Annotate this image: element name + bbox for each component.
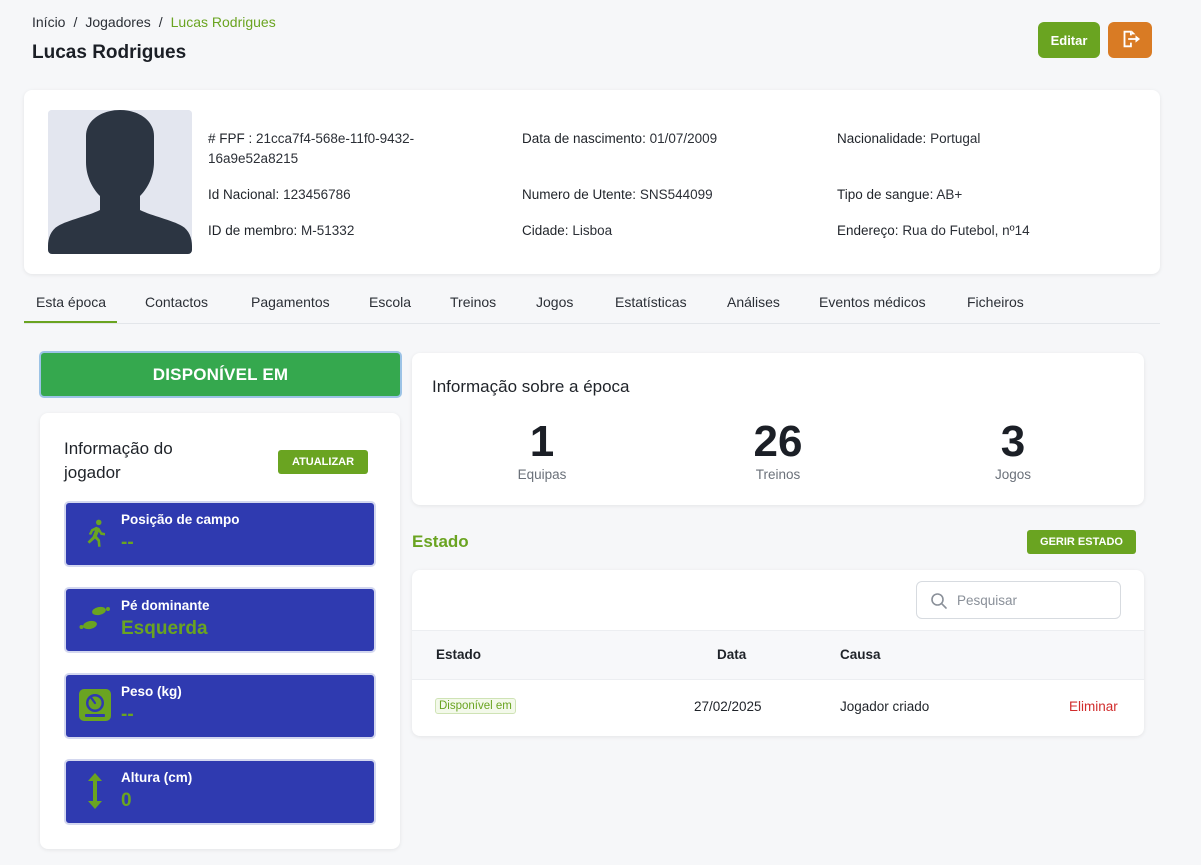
- tab-school[interactable]: Escola: [369, 294, 412, 310]
- blood-type-label: Tipo de sangue:: [837, 187, 934, 202]
- season-info-card: Informação sobre a época 1 Equipas 26 Tr…: [412, 353, 1144, 505]
- tab-payments[interactable]: Pagamentos: [251, 294, 330, 310]
- dominant-foot-label: Pé dominante: [121, 598, 210, 613]
- availability-banner: DISPONÍVEL EM: [39, 351, 402, 398]
- running-icon: [78, 515, 112, 551]
- nationality-info: Nacionalidade: Portugal: [837, 129, 980, 149]
- birth-date-label: Data de nascimento:: [522, 131, 646, 146]
- field-position-tile: Posição de campo --: [64, 501, 376, 567]
- national-id-info: Id Nacional: 123456786: [208, 185, 351, 205]
- teams-caption: Equipas: [517, 467, 567, 482]
- tab-contacts[interactable]: Contactos: [145, 294, 209, 310]
- utente-label: Numero de Utente:: [522, 187, 637, 202]
- utente-value: SNS544099: [639, 187, 713, 202]
- exit-icon: [1119, 28, 1141, 53]
- member-id-info: ID de membro: M-51332: [208, 221, 354, 241]
- city-label: Cidade:: [522, 223, 569, 238]
- height-value: 0: [121, 790, 132, 811]
- height-label: Altura (cm): [121, 770, 193, 785]
- teams-count: 1: [529, 417, 555, 466]
- search-icon: [930, 592, 948, 615]
- row-cause: Jogador criado: [840, 699, 930, 714]
- breadcrumb-current: Lucas Rodrigues: [170, 14, 276, 30]
- games-metric: 3 Jogos: [943, 415, 1083, 482]
- tab-statistics[interactable]: Estatísticas: [615, 294, 687, 310]
- nationality-label: Nacionalidade:: [837, 131, 927, 146]
- column-header-date: Data: [717, 647, 747, 662]
- member-id-label: ID de membro:: [208, 223, 298, 238]
- height-tile: Altura (cm) 0: [64, 759, 376, 825]
- status-badge: Disponível em: [435, 698, 516, 714]
- fpf-label: # FPF :: [208, 131, 253, 146]
- breadcrumb-players[interactable]: Jogadores: [85, 14, 151, 30]
- tab-games[interactable]: Jogos: [536, 294, 574, 310]
- tab-bar: Esta época Contactos Pagamentos Escola T…: [24, 284, 1160, 324]
- scale-icon: [78, 687, 112, 723]
- search-box: [916, 581, 1121, 619]
- footprints-icon: [78, 601, 112, 637]
- profile-card: # FPF : 21cca7f4-568e-11f0-9432-16a9e52a…: [24, 90, 1160, 274]
- member-id-value: M-51332: [301, 223, 355, 238]
- season-info-title: Informação sobre a época: [432, 377, 630, 396]
- exit-button[interactable]: [1108, 22, 1152, 58]
- fpf-value: 21cca7f4-568e-11f0-9432-16a9e52a8215: [208, 131, 415, 166]
- page-title: Lucas Rodrigues: [32, 42, 187, 63]
- utente-info: Numero de Utente: SNS544099: [522, 185, 713, 205]
- city-value: Lisboa: [572, 223, 613, 238]
- tab-this-season[interactable]: Esta época: [36, 294, 107, 310]
- search-input[interactable]: [957, 590, 1107, 610]
- teams-metric: 1 Equipas: [472, 415, 612, 482]
- manage-status-button[interactable]: GERIR ESTADO: [1027, 530, 1136, 554]
- column-header-status: Estado: [436, 647, 482, 662]
- trainings-caption: Treinos: [755, 467, 801, 482]
- city-info: Cidade: Lisboa: [522, 221, 612, 241]
- breadcrumb-home[interactable]: Início: [32, 14, 66, 30]
- update-button[interactable]: ATUALIZAR: [278, 450, 368, 474]
- dominant-foot-tile: Pé dominante Esquerda: [64, 587, 376, 653]
- tab-files[interactable]: Ficheiros: [967, 294, 1024, 310]
- player-info-title: Informação do jogador: [64, 439, 173, 482]
- national-id-label: Id Nacional:: [208, 187, 280, 202]
- avatar: [48, 110, 192, 254]
- trainings-count: 26: [753, 417, 803, 466]
- player-info-card: Informação do jogador ATUALIZAR Posição …: [40, 413, 400, 849]
- birth-date-info: Data de nascimento: 01/07/2009: [522, 129, 717, 149]
- weight-label: Peso (kg): [121, 684, 182, 699]
- birth-date-value: 01/07/2009: [649, 131, 718, 146]
- blood-type-info: Tipo de sangue: AB+: [837, 185, 962, 205]
- avatar-silhouette-icon: [48, 110, 192, 254]
- active-tab-indicator: [24, 321, 117, 323]
- status-section-title: Estado: [412, 532, 469, 551]
- breadcrumb: Início / Jogadores / Lucas Rodrigues: [32, 14, 276, 30]
- tab-medical-events[interactable]: Eventos médicos: [819, 294, 926, 310]
- table-header: Estado Data Causa: [412, 630, 1144, 680]
- field-position-value: --: [121, 532, 134, 553]
- table-row: Disponível em 27/02/2025 Jogador criado …: [412, 680, 1144, 736]
- edit-button[interactable]: Editar: [1038, 22, 1100, 58]
- games-count: 3: [1000, 417, 1026, 466]
- address-label: Endereço:: [837, 223, 899, 238]
- games-caption: Jogos: [994, 467, 1032, 482]
- delete-link[interactable]: Eliminar: [1069, 699, 1118, 714]
- address-value: Rua do Futebol, nº14: [902, 223, 1030, 238]
- weight-tile: Peso (kg) --: [64, 673, 376, 739]
- address-info: Endereço: Rua do Futebol, nº14: [837, 221, 1030, 241]
- blood-type-value: AB+: [936, 187, 963, 202]
- weight-value: --: [121, 704, 134, 725]
- tab-trainings[interactable]: Treinos: [450, 294, 497, 310]
- status-table-card: Estado Data Causa Disponível em 27/02/20…: [412, 570, 1144, 736]
- trainings-metric: 26 Treinos: [708, 415, 848, 482]
- national-id-value: 123456786: [283, 187, 351, 202]
- column-header-cause: Causa: [840, 647, 881, 662]
- nationality-value: Portugal: [930, 131, 981, 146]
- height-arrows-icon: [78, 773, 112, 809]
- breadcrumb-separator: /: [158, 14, 163, 30]
- dominant-foot-value: Esquerda: [121, 618, 208, 639]
- field-position-label: Posição de campo: [121, 512, 240, 527]
- breadcrumb-separator: /: [73, 14, 78, 30]
- fpf-info: # FPF : 21cca7f4-568e-11f0-9432-16a9e52a…: [208, 129, 448, 169]
- tab-analyses[interactable]: Análises: [727, 294, 780, 310]
- row-date: 27/02/2025: [694, 699, 762, 714]
